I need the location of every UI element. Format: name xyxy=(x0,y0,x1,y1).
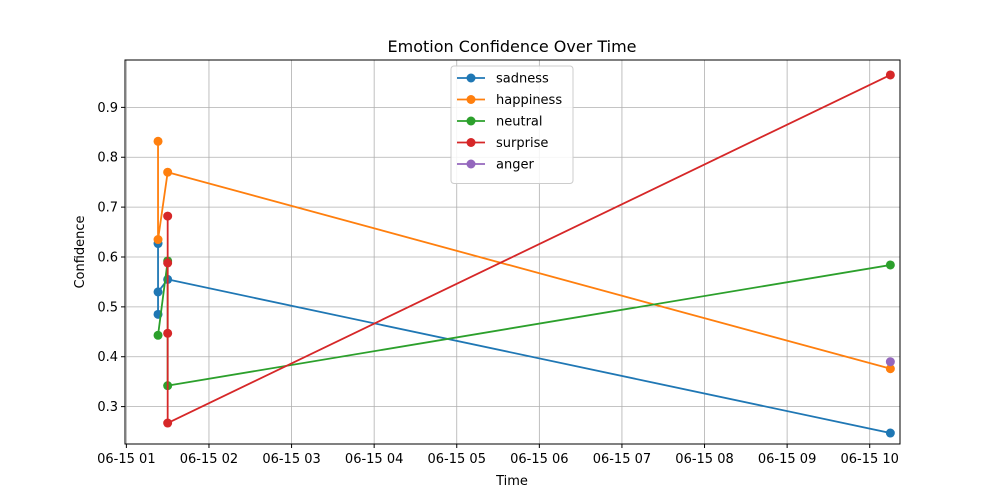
plot-series xyxy=(153,70,895,438)
legend-swatch-marker xyxy=(466,116,476,126)
data-point-surprise xyxy=(163,211,173,221)
legend-label: sadness xyxy=(496,72,549,87)
y-axis-label: Confidence xyxy=(73,215,88,288)
data-point-happiness xyxy=(153,136,163,146)
x-tick-label: 06-15 07 xyxy=(593,452,651,467)
data-point-neutral xyxy=(153,330,163,340)
legend-item-surprise: surprise xyxy=(457,136,548,151)
x-tick-label: 06-15 04 xyxy=(345,452,403,467)
y-tick-label: 0.8 xyxy=(97,151,118,166)
x-tick-label: 06-15 09 xyxy=(758,452,816,467)
legend-swatch-marker xyxy=(466,73,476,83)
data-point-happiness xyxy=(163,167,173,177)
legend-label: neutral xyxy=(496,115,543,130)
legend-label: anger xyxy=(496,158,534,173)
legend-item-anger: anger xyxy=(457,158,534,173)
data-point-surprise xyxy=(885,70,895,80)
legend-swatch-marker xyxy=(466,138,476,147)
y-tick-label: 0.7 xyxy=(97,201,118,216)
x-tick-label: 06-15 10 xyxy=(840,452,898,467)
data-point-surprise xyxy=(163,328,173,338)
y-tick-label: 0.6 xyxy=(97,250,118,265)
x-tick-label: 06-15 01 xyxy=(97,452,155,467)
x-tick-label: 06-15 08 xyxy=(675,452,733,467)
y-tick-label: 0.5 xyxy=(97,300,118,315)
data-point-surprise xyxy=(163,418,173,428)
legend-item-sadness: sadness xyxy=(457,72,549,87)
data-point-surprise xyxy=(163,258,173,268)
data-point-happiness xyxy=(885,364,895,374)
x-tick-label: 06-15 03 xyxy=(262,452,320,467)
plot-frame xyxy=(124,59,901,445)
series-line-happiness xyxy=(157,141,891,370)
legend-item-neutral: neutral xyxy=(457,115,543,130)
legend-box xyxy=(450,65,574,184)
legend-swatch-marker xyxy=(466,95,476,104)
y-tick-label: 0.4 xyxy=(97,350,118,365)
y-tick-label: 0.3 xyxy=(97,400,118,415)
x-tick-label: 06-15 06 xyxy=(510,452,568,467)
series-happiness xyxy=(153,136,895,374)
legend: sadness happiness neutral surprise anger xyxy=(450,65,574,184)
data-point-sadness xyxy=(153,287,163,297)
x-tick-label: 06-15 02 xyxy=(180,452,238,467)
legend-item-happiness: happiness xyxy=(457,93,562,108)
data-point-happiness xyxy=(153,235,163,245)
legend-swatch-marker xyxy=(466,159,476,169)
series-surprise xyxy=(163,70,895,428)
legend-label: surprise xyxy=(496,136,548,151)
y-tick-label: 0.9 xyxy=(97,101,118,116)
series-anger xyxy=(885,357,895,367)
axis-ticks: 06-15 01 06-15 02 06-15 03 06-15 04 06-15 05… xyxy=(97,101,899,467)
x-tick-label: 06-15 05 xyxy=(428,452,486,467)
x-axis-label: Time xyxy=(495,474,528,489)
legend-label: happiness xyxy=(496,93,562,108)
data-point-neutral xyxy=(885,260,895,270)
data-point-anger xyxy=(885,357,895,367)
data-point-sadness xyxy=(885,428,895,438)
chart-title: Emotion Confidence Over Time xyxy=(388,37,637,56)
